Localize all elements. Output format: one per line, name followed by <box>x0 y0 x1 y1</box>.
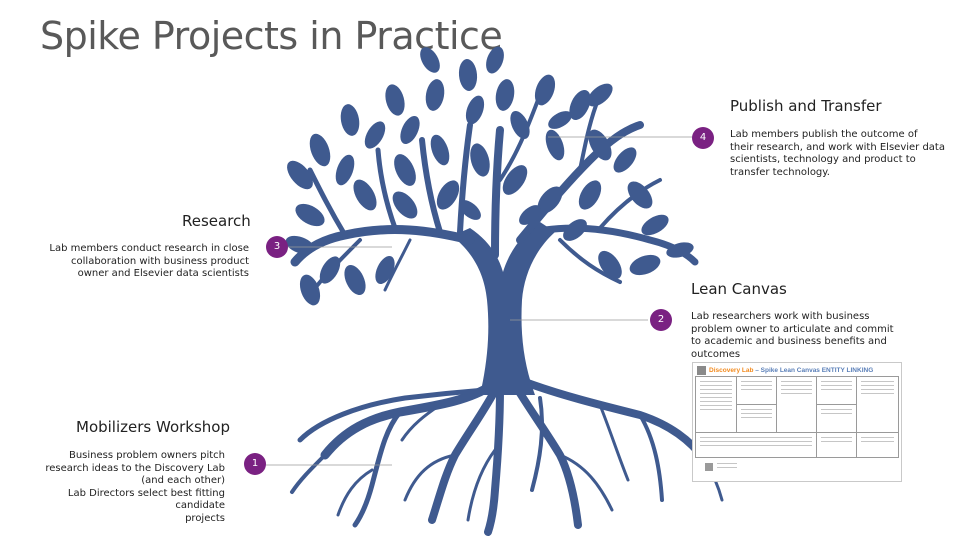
step-3-line: Lab members conduct research in close <box>49 243 249 254</box>
step-1-line: projects <box>185 512 225 524</box>
step-2-line: problem owner to articulate and commit <box>691 323 894 335</box>
step-2-line: to academic and business benefits and <box>691 336 887 347</box>
step-3-line: collaboration with business product <box>71 255 249 267</box>
step-3-heading: Research <box>182 212 251 230</box>
step-1-line: research ideas to the Discovery Lab <box>45 462 225 474</box>
footer-logo-icon <box>705 463 713 471</box>
lean-canvas-thumbnail: Discovery Lab – Spike Lean Canvas ENTITY… <box>692 362 902 482</box>
canvas-header: Discovery Lab – Spike Lean Canvas ENTITY… <box>693 363 901 377</box>
canvas-grid <box>695 376 899 458</box>
canvas-title-text: – Spike Lean Canvas ENTITY LINKING <box>755 367 874 374</box>
step-2-line: outcomes <box>691 348 741 360</box>
canvas-cell <box>777 377 817 433</box>
step-3-description: Lab members conduct research in close co… <box>40 243 249 281</box>
canvas-cell <box>737 377 777 405</box>
canvas-cell <box>817 405 857 433</box>
canvas-cell <box>817 377 857 405</box>
step-4-heading: Publish and Transfer <box>730 97 882 115</box>
canvas-cell <box>857 377 898 433</box>
step-1-description: Business problem owners pitch research i… <box>20 450 225 525</box>
step-2-badge: 2 <box>650 309 672 331</box>
canvas-cell <box>696 433 817 457</box>
step-3-badge: 3 <box>266 236 288 258</box>
canvas-cell <box>696 377 737 433</box>
canvas-brand: Discovery Lab <box>709 367 754 374</box>
canvas-cell <box>737 405 777 433</box>
canvas-cell <box>817 433 857 457</box>
step-1-heading: Mobilizers Workshop <box>76 418 230 436</box>
canvas-footer <box>717 463 737 471</box>
discovery-lab-logo-icon <box>697 366 706 375</box>
step-1-line: Business problem owners pitch <box>68 450 225 461</box>
step-4-line: their research, and work with Elsevier d… <box>730 141 945 153</box>
canvas-cell <box>857 433 898 457</box>
step-4-line: Lab members publish the outcome of <box>730 129 918 140</box>
canvas-title: Discovery Lab – Spike Lean Canvas ENTITY… <box>709 367 873 374</box>
step-4-badge: 4 <box>692 127 714 149</box>
step-1-line: Lab Directors select best fitting candid… <box>67 487 225 512</box>
step-4-description: Lab members publish the outcome of their… <box>730 129 945 179</box>
step-1-line: (and each other) <box>141 475 225 486</box>
step-3-line: owner and Elsevier data scientists <box>77 268 249 279</box>
step-2-line: Lab researchers work with business <box>691 311 870 322</box>
step-2-heading: Lean Canvas <box>691 280 787 298</box>
step-4-line: scientists, technology and product to <box>730 154 916 165</box>
step-1-badge: 1 <box>244 453 266 475</box>
step-2-description: Lab researchers work with business probl… <box>691 311 894 361</box>
step-4-line: transfer technology. <box>730 166 830 178</box>
